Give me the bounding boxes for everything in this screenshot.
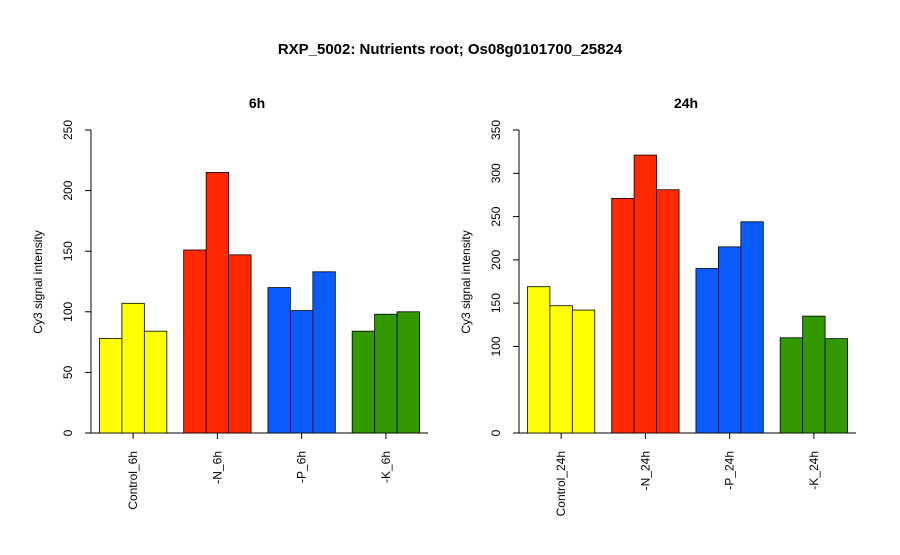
bar--N_24h-3	[656, 189, 680, 434]
bar-Control_6h-2	[121, 302, 145, 434]
panel-24h: 24h Cy3 signal intensity 0 100 150 200 250 30…	[459, 95, 856, 516]
y-tick-label: 250	[61, 120, 75, 140]
y-tick-label: 250	[489, 206, 503, 226]
bar--N_24h-2	[633, 154, 658, 434]
bar--P_24h-1	[695, 268, 719, 434]
bar-Control_6h-3	[143, 330, 168, 434]
y-tick-label: 200	[489, 250, 503, 270]
bar--P_6h-3	[312, 271, 336, 434]
bar--P_24h-3	[740, 221, 764, 434]
y-axis-label-24h: Cy3 signal intensity	[459, 230, 473, 333]
y-tick-label: 0	[489, 429, 503, 436]
bar--K_6h-3	[396, 311, 420, 434]
bar--K_24h-1	[779, 337, 804, 434]
y-axis-label-6h: Cy3 signal intensity	[31, 230, 45, 333]
bar-Control_6h-1	[99, 338, 123, 434]
bar--K_6h-1	[351, 330, 376, 434]
y-tick-label: 100	[61, 301, 75, 321]
y-tick-label: 300	[489, 163, 503, 183]
bar--N_6h-1	[183, 249, 207, 434]
bar--P_6h-2	[289, 310, 314, 434]
y-tick-label: 100	[489, 336, 503, 356]
y-tick-label: 350	[489, 120, 503, 140]
bar--K_24h-2	[802, 315, 826, 434]
bar-Control_24h-1	[527, 286, 551, 434]
x-tick-label: -N_24h	[638, 451, 652, 490]
bar--P_24h-2	[717, 246, 742, 434]
main-title: RXP_5002: Nutrients root; Os08g0101700_2…	[278, 41, 623, 58]
y-tick-label: 150	[61, 241, 75, 261]
bar--K_6h-2	[374, 313, 398, 434]
panel-title-24h: 24h	[674, 95, 698, 111]
y-tick-label: 0	[61, 429, 75, 436]
y-tick-label: 200	[61, 180, 75, 200]
x-tick-label: -K_24h	[807, 451, 821, 490]
bar-Control_24h-2	[549, 305, 573, 434]
panel-6h: 6h Cy3 signal intensity 0 50 100 150 200 250 C…	[31, 95, 428, 510]
bar--N_6h-2	[205, 172, 230, 434]
y-tick-label: 150	[489, 293, 503, 313]
x-tick-label: -P_6h	[295, 451, 309, 483]
bar--N_24h-1	[611, 197, 635, 434]
bar--P_6h-1	[267, 287, 291, 434]
x-tick-label: Control_6h	[126, 451, 140, 510]
bar--N_6h-3	[228, 254, 252, 434]
x-tick-label: -N_6h	[210, 451, 224, 484]
bar--K_24h-3	[824, 338, 848, 434]
x-tick-label: -P_24h	[723, 451, 737, 490]
panel-title-6h: 6h	[249, 95, 265, 111]
bar-Control_24h-3	[571, 309, 596, 434]
y-tick-label: 50	[61, 365, 75, 379]
x-tick-label: Control_24h	[554, 451, 568, 516]
x-tick-label: -K_6h	[379, 451, 393, 483]
